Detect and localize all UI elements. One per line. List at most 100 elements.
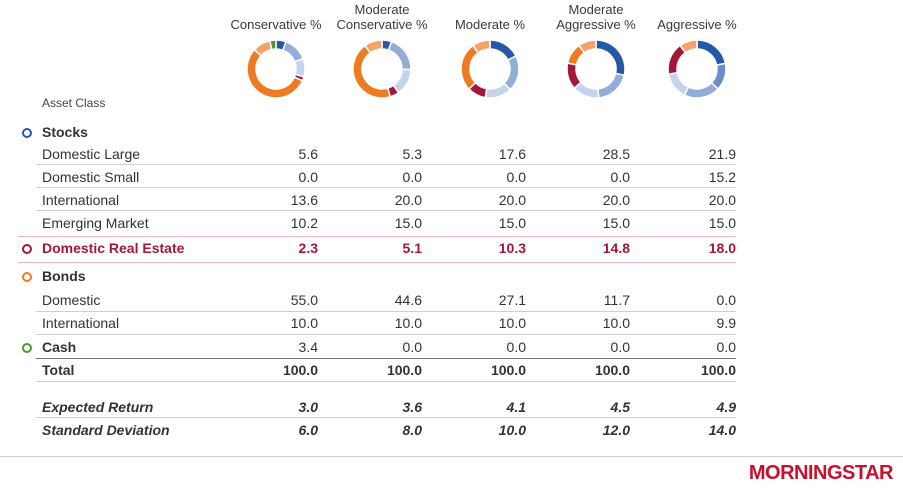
- row-divider: [36, 417, 736, 418]
- category-bullet-icon: [22, 343, 32, 353]
- cell-value: 4.1: [506, 399, 526, 415]
- row-label: Emerging Market: [42, 215, 149, 231]
- column-header-line2: Aggressive %: [556, 17, 636, 32]
- cell-value: 15.2: [708, 169, 736, 185]
- cell-value: 10.0: [290, 315, 318, 331]
- footer-divider: [0, 456, 903, 457]
- cell-value: 100.0: [700, 362, 736, 378]
- column-header: Conservative %: [216, 2, 336, 32]
- cell-value: 20.0: [498, 192, 526, 208]
- column-header-line1: Moderate: [354, 2, 410, 17]
- cell-value: 13.6: [290, 192, 318, 208]
- column-header: Moderate Aggressive %: [536, 2, 656, 32]
- donut-slice: [460, 44, 480, 91]
- row-label: Domestic Large: [42, 146, 141, 162]
- donut-chart: [246, 39, 306, 99]
- cell-value: 14.8: [602, 240, 630, 256]
- table-row: Total 100.0 100.0 100.0 100.0 100.0: [18, 359, 736, 382]
- cell-value: 10.2: [290, 215, 318, 231]
- table-row: International 13.6 20.0 20.0 20.0 20.0: [18, 189, 736, 212]
- cell-value: 0.0: [716, 292, 736, 308]
- cell-value: 9.9: [716, 315, 736, 331]
- cell-value: 0.0: [402, 169, 422, 185]
- cell-value: 4.5: [610, 399, 630, 415]
- table-row: Stocks: [18, 121, 736, 144]
- cell-value: 12.0: [602, 422, 630, 438]
- cell-value: 8.0: [402, 422, 422, 438]
- cell-value: 3.6: [402, 399, 422, 415]
- donut-slice: [489, 39, 517, 62]
- row-label: International: [42, 192, 120, 208]
- table-row: Emerging Market 10.2 15.0 15.0 15.0 15.0: [18, 212, 736, 235]
- cell-value: 15.0: [498, 215, 526, 231]
- cell-value: 27.1: [498, 292, 526, 308]
- column-header-line2: Moderate %: [454, 17, 526, 32]
- row-label: Total: [42, 362, 75, 378]
- cell-value: 10.0: [498, 422, 526, 438]
- donut-chart: [566, 39, 626, 99]
- column-header-line2: Aggressive %: [657, 17, 737, 32]
- column-header: Moderate %: [430, 2, 550, 32]
- cell-value: 10.3: [498, 240, 526, 256]
- cell-value: 5.1: [402, 240, 422, 256]
- donut-slice: [352, 44, 392, 99]
- table-row: International 10.0 10.0 10.0 10.0 9.9: [18, 312, 736, 335]
- cell-value: 10.0: [394, 315, 422, 331]
- column-header: Moderate Conservative %: [322, 2, 442, 32]
- row-divider: [18, 262, 736, 263]
- donut-slice: [595, 39, 626, 77]
- donut-slice: [577, 39, 597, 54]
- cell-value: 0.0: [298, 169, 318, 185]
- cell-value: 0.0: [610, 339, 630, 355]
- cell-value: 14.0: [708, 422, 736, 438]
- row-label: Domestic Real Estate: [42, 240, 185, 256]
- row-label: Domestic Small: [42, 169, 140, 185]
- cell-value: 0.0: [506, 339, 526, 355]
- cell-value: 100.0: [594, 362, 630, 378]
- donut-slice: [696, 39, 727, 67]
- donut-slice: [683, 81, 720, 99]
- cell-value: 0.0: [610, 169, 630, 185]
- donut-slice: [597, 72, 626, 99]
- cell-value: 15.0: [394, 215, 422, 231]
- donut-slice: [281, 40, 305, 63]
- cell-value: 11.7: [603, 292, 630, 308]
- table-row: Domestic Real Estate 2.3 5.1 10.3 14.8 18.0: [18, 237, 736, 260]
- cell-value: 100.0: [386, 362, 422, 378]
- table-row: Domestic Large 5.6 5.3 17.6 28.5 21.9: [18, 143, 736, 166]
- cell-value: 0.0: [402, 339, 422, 355]
- table-row: Bonds: [18, 265, 736, 288]
- column-header-line2: Conservative %: [336, 17, 428, 32]
- cell-value: 20.0: [602, 192, 630, 208]
- table-row: Standard Deviation 6.0 8.0 10.0 12.0 14.0: [18, 419, 736, 442]
- cell-value: 15.0: [708, 215, 736, 231]
- cell-value: 10.0: [498, 315, 526, 331]
- table-row: Expected Return 3.0 3.6 4.1 4.5 4.9: [18, 396, 736, 419]
- cell-value: 44.6: [394, 292, 422, 308]
- category-bullet-icon: [22, 272, 32, 282]
- row-divider: [36, 381, 736, 382]
- cell-value: 0.0: [506, 169, 526, 185]
- cell-value: 100.0: [490, 362, 526, 378]
- row-label: Bonds: [42, 268, 86, 284]
- category-bullet-icon: [22, 128, 32, 138]
- row-divider: [36, 358, 736, 359]
- column-header-line2: Conservative %: [230, 17, 322, 32]
- donut-chart: [460, 39, 520, 99]
- cell-value: 10.0: [602, 315, 630, 331]
- row-label: Cash: [42, 339, 77, 355]
- cell-value: 20.0: [394, 192, 422, 208]
- cell-value: 28.5: [602, 146, 630, 162]
- cell-value: 0.0: [716, 339, 736, 355]
- cell-value: 15.0: [602, 215, 630, 231]
- cell-value: 17.6: [498, 146, 526, 162]
- donut-slice: [387, 40, 412, 71]
- cell-value: 21.9: [708, 146, 736, 162]
- donut-slice: [667, 71, 690, 97]
- cell-value: 2.3: [298, 240, 318, 256]
- cell-value: 5.3: [402, 146, 422, 162]
- row-label: International: [42, 315, 120, 331]
- morningstar-logo: MORNINGSTAR: [748, 462, 894, 484]
- cell-value: 3.0: [298, 399, 318, 415]
- table-row: Domestic 55.0 44.6 27.1 11.7 0.0: [18, 289, 736, 312]
